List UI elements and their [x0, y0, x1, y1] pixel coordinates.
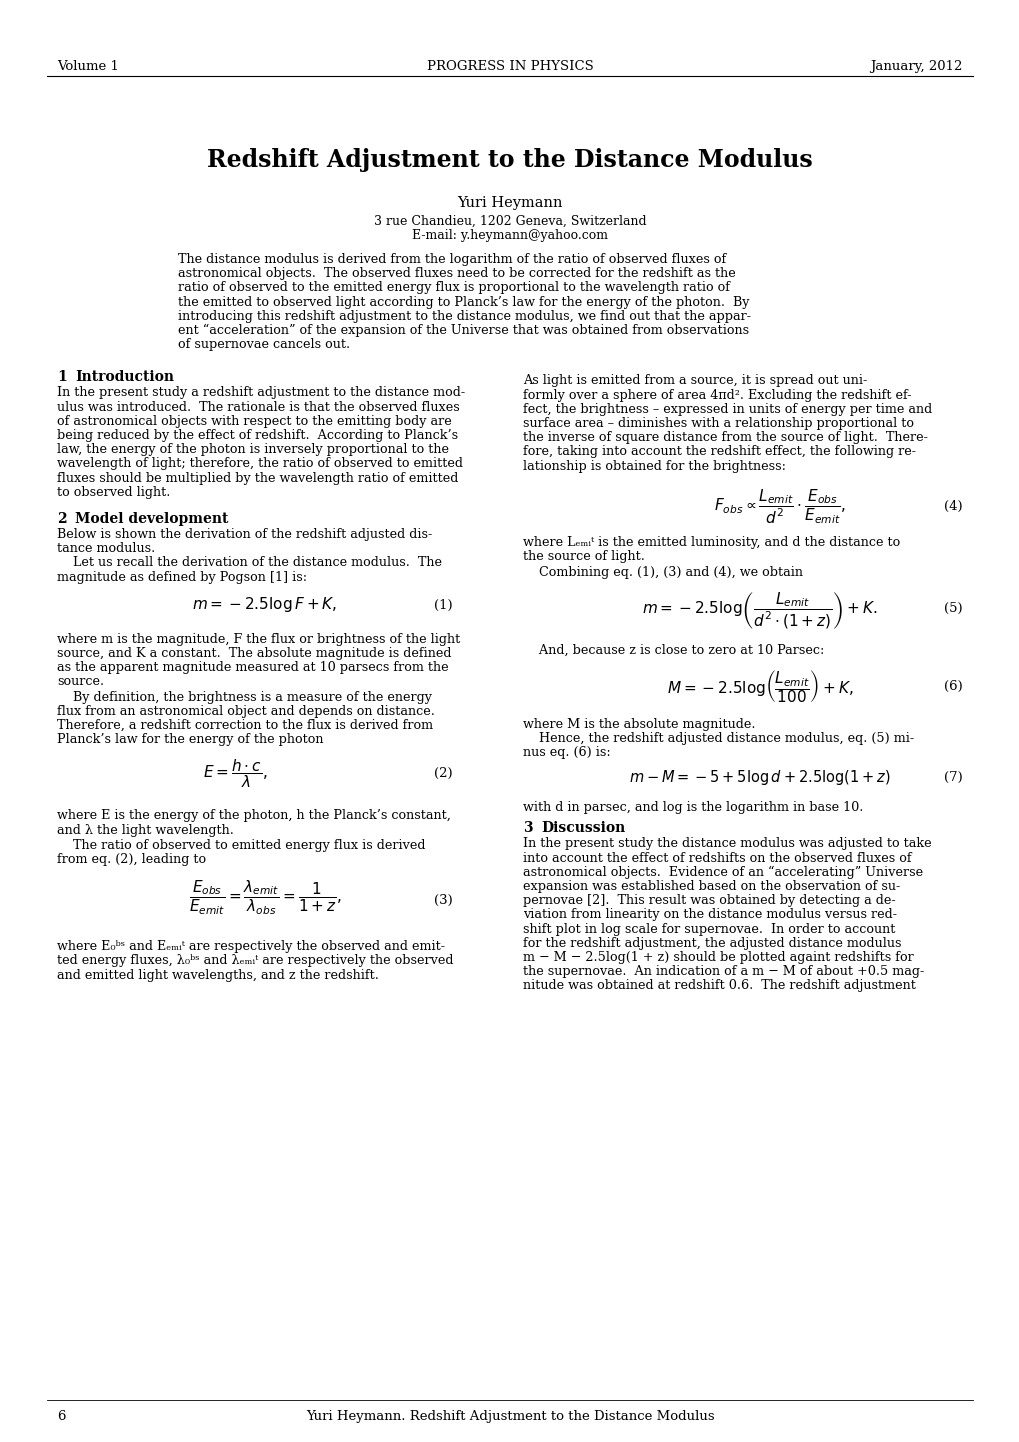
Text: source.: source.	[57, 675, 104, 688]
Text: $m - M = -5 + 5\log d + 2.5\log(1+z)$: $m - M = -5 + 5\log d + 2.5\log(1+z)$	[629, 769, 890, 787]
Text: ent “acceleration” of the expansion of the Universe that was obtained from obser: ent “acceleration” of the expansion of t…	[178, 324, 748, 337]
Text: and λ the light wavelength.: and λ the light wavelength.	[57, 823, 233, 836]
Text: Let us recall the derivation of the distance modulus.  The: Let us recall the derivation of the dist…	[57, 557, 441, 570]
Text: In the present study the distance modulus was adjusted to take: In the present study the distance modulu…	[523, 838, 930, 851]
Text: magnitude as defined by Pogson [1] is:: magnitude as defined by Pogson [1] is:	[57, 571, 307, 584]
Text: $m = -2.5\log\!\left(\dfrac{L_{emit}}{d^2\cdot(1+z)}\right) + K.$: $m = -2.5\log\!\left(\dfrac{L_{emit}}{d^…	[641, 590, 877, 632]
Text: ulus was introduced.  The rationale is that the observed fluxes: ulus was introduced. The rationale is th…	[57, 401, 460, 414]
Text: 3: 3	[523, 822, 532, 835]
Text: as the apparent magnitude measured at 10 parsecs from the: as the apparent magnitude measured at 10…	[57, 662, 448, 675]
Text: wavelength of light; therefore, the ratio of observed to emitted: wavelength of light; therefore, the rati…	[57, 457, 463, 470]
Text: of supernovae cancels out.: of supernovae cancels out.	[178, 339, 350, 352]
Text: (5): (5)	[944, 603, 962, 616]
Text: (1): (1)	[434, 598, 452, 611]
Text: flux from an astronomical object and depends on distance.: flux from an astronomical object and dep…	[57, 705, 434, 718]
Text: fore, taking into account the redshift effect, the following re-: fore, taking into account the redshift e…	[523, 446, 915, 459]
Text: Introduction: Introduction	[75, 371, 174, 385]
Text: Planck’s law for the energy of the photon: Planck’s law for the energy of the photo…	[57, 733, 323, 746]
Text: being reduced by the effect of redshift.  According to Planck’s: being reduced by the effect of redshift.…	[57, 430, 458, 443]
Text: source, and K a constant.  The absolute magnitude is defined: source, and K a constant. The absolute m…	[57, 647, 451, 660]
Text: (6): (6)	[944, 679, 962, 692]
Text: And, because z is close to zero at 10 Parsec:: And, because z is close to zero at 10 Pa…	[523, 643, 823, 656]
Text: lationship is obtained for the brightness:: lationship is obtained for the brightnes…	[523, 460, 786, 473]
Text: $E = \dfrac{h \cdot c}{\lambda},$: $E = \dfrac{h \cdot c}{\lambda},$	[203, 757, 267, 790]
Text: formly over a sphere of area 4πd². Excluding the redshift ef-: formly over a sphere of area 4πd². Exclu…	[523, 388, 911, 402]
Text: for the redshift adjustment, the adjusted distance modulus: for the redshift adjustment, the adjuste…	[523, 937, 901, 950]
Text: where M is the absolute magnitude.: where M is the absolute magnitude.	[523, 718, 755, 731]
Text: $\dfrac{E_{obs}}{E_{emit}} = \dfrac{\lambda_{emit}}{\lambda_{obs}} = \dfrac{1}{1: $\dfrac{E_{obs}}{E_{emit}} = \dfrac{\lam…	[189, 880, 341, 917]
Text: Model development: Model development	[75, 512, 228, 526]
Text: introducing this redshift adjustment to the distance modulus, we find out that t: introducing this redshift adjustment to …	[178, 310, 750, 323]
Text: from eq. (2), leading to: from eq. (2), leading to	[57, 854, 206, 867]
Text: The distance modulus is derived from the logarithm of the ratio of observed flux: The distance modulus is derived from the…	[178, 252, 726, 265]
Text: $m = -2.5 \log F + K,$: $m = -2.5 \log F + K,$	[193, 594, 337, 614]
Text: PROGRESS IN PHYSICS: PROGRESS IN PHYSICS	[426, 61, 593, 74]
Text: ratio of observed to the emitted energy flux is proportional to the wavelength r: ratio of observed to the emitted energy …	[178, 281, 730, 294]
Text: (3): (3)	[434, 894, 452, 907]
Text: tance modulus.: tance modulus.	[57, 542, 155, 555]
Text: astronomical objects.  The observed fluxes need to be corrected for the redshift: astronomical objects. The observed fluxe…	[178, 267, 735, 280]
Text: Yuri Heymann: Yuri Heymann	[457, 196, 562, 211]
Text: By definition, the brightness is a measure of the energy: By definition, the brightness is a measu…	[57, 691, 432, 704]
Text: fect, the brightness – expressed in units of energy per time and: fect, the brightness – expressed in unit…	[523, 402, 931, 415]
Text: pernovae [2].  This result was obtained by detecting a de-: pernovae [2]. This result was obtained b…	[523, 894, 895, 907]
Text: (4): (4)	[944, 500, 962, 513]
Text: and emitted light wavelengths, and z the redshift.: and emitted light wavelengths, and z the…	[57, 969, 378, 982]
Text: Combining eq. (1), (3) and (4), we obtain: Combining eq. (1), (3) and (4), we obtai…	[523, 567, 802, 580]
Text: viation from linearity on the distance modulus versus red-: viation from linearity on the distance m…	[523, 908, 896, 921]
Text: into account the effect of redshifts on the observed fluxes of: into account the effect of redshifts on …	[523, 852, 911, 865]
Text: Yuri Heymann. Redshift Adjustment to the Distance Modulus: Yuri Heymann. Redshift Adjustment to the…	[306, 1410, 713, 1423]
Text: 1: 1	[57, 371, 66, 385]
Text: nus eq. (6) is:: nus eq. (6) is:	[523, 746, 610, 758]
Text: (2): (2)	[434, 767, 452, 780]
Text: As light is emitted from a source, it is spread out uni-: As light is emitted from a source, it is…	[523, 375, 866, 388]
Text: where m is the magnitude, F the flux or brightness of the light: where m is the magnitude, F the flux or …	[57, 633, 460, 646]
Text: where E₀ᵇˢ and Eₑₘᵢᵗ are respectively the observed and emit-: where E₀ᵇˢ and Eₑₘᵢᵗ are respectively th…	[57, 940, 444, 953]
Text: 3 rue Chandieu, 1202 Geneva, Switzerland: 3 rue Chandieu, 1202 Geneva, Switzerland	[373, 215, 646, 228]
Text: In the present study a redshift adjustment to the distance mod-: In the present study a redshift adjustme…	[57, 386, 465, 399]
Text: 2: 2	[57, 512, 66, 526]
Text: where E is the energy of the photon, h the Planck’s constant,: where E is the energy of the photon, h t…	[57, 809, 450, 822]
Text: $M = -2.5\log\!\left(\dfrac{L_{emit}}{100}\right) + K,$: $M = -2.5\log\!\left(\dfrac{L_{emit}}{10…	[666, 668, 853, 705]
Text: The ratio of observed to emitted energy flux is derived: The ratio of observed to emitted energy …	[57, 839, 425, 852]
Text: Redshift Adjustment to the Distance Modulus: Redshift Adjustment to the Distance Modu…	[207, 149, 812, 172]
Text: 6: 6	[57, 1410, 65, 1423]
Text: $F_{obs} \propto \dfrac{L_{emit}}{d^2} \cdot \dfrac{E_{obs}}{E_{emit}},$: $F_{obs} \propto \dfrac{L_{emit}}{d^2} \…	[713, 487, 845, 526]
Text: surface area – diminishes with a relationship proportional to: surface area – diminishes with a relatio…	[523, 417, 913, 430]
Text: astronomical objects.  Evidence of an “accelerating” Universe: astronomical objects. Evidence of an “ac…	[523, 865, 922, 880]
Text: Volume 1: Volume 1	[57, 61, 119, 74]
Text: Therefore, a redshift correction to the flux is derived from: Therefore, a redshift correction to the …	[57, 720, 433, 733]
Text: E-mail: y.heymann@yahoo.com: E-mail: y.heymann@yahoo.com	[412, 229, 607, 242]
Text: Hence, the redshift adjusted distance modulus, eq. (5) mi-: Hence, the redshift adjusted distance mo…	[523, 731, 913, 746]
Text: m − M − 2.5log(1 + z) should be plotted againt redshifts for: m − M − 2.5log(1 + z) should be plotted …	[523, 952, 913, 965]
Text: January, 2012: January, 2012	[870, 61, 962, 74]
Text: with d in parsec, and log is the logarithm in base 10.: with d in parsec, and log is the logarit…	[523, 802, 862, 815]
Text: the emitted to observed light according to Planck’s law for the energy of the ph: the emitted to observed light according …	[178, 296, 749, 309]
Text: expansion was established based on the observation of su-: expansion was established based on the o…	[523, 880, 900, 893]
Text: Below is shown the derivation of the redshift adjusted dis-: Below is shown the derivation of the red…	[57, 528, 432, 541]
Text: (7): (7)	[944, 771, 962, 784]
Text: ted energy fluxes, λ₀ᵇˢ and λₑₘᵢᵗ are respectively the observed: ted energy fluxes, λ₀ᵇˢ and λₑₘᵢᵗ are re…	[57, 955, 453, 968]
Text: nitude was obtained at redshift 0.6.  The redshift adjustment: nitude was obtained at redshift 0.6. The…	[523, 979, 915, 992]
Text: the supernovae.  An indication of a m − M of about +0.5 mag-: the supernovae. An indication of a m − M…	[523, 965, 923, 978]
Text: the inverse of square distance from the source of light.  There-: the inverse of square distance from the …	[523, 431, 927, 444]
Text: where Lₑₘᵢᵗ is the emitted luminosity, and d the distance to: where Lₑₘᵢᵗ is the emitted luminosity, a…	[523, 536, 900, 549]
Text: shift plot in log scale for supernovae.  In order to account: shift plot in log scale for supernovae. …	[523, 923, 895, 936]
Text: to observed light.: to observed light.	[57, 486, 170, 499]
Text: of astronomical objects with respect to the emitting body are: of astronomical objects with respect to …	[57, 415, 451, 428]
Text: fluxes should be multiplied by the wavelength ratio of emitted: fluxes should be multiplied by the wavel…	[57, 472, 458, 485]
Text: law, the energy of the photon is inversely proportional to the: law, the energy of the photon is inverse…	[57, 443, 448, 456]
Text: Discussion: Discussion	[540, 822, 625, 835]
Text: the source of light.: the source of light.	[523, 549, 644, 562]
